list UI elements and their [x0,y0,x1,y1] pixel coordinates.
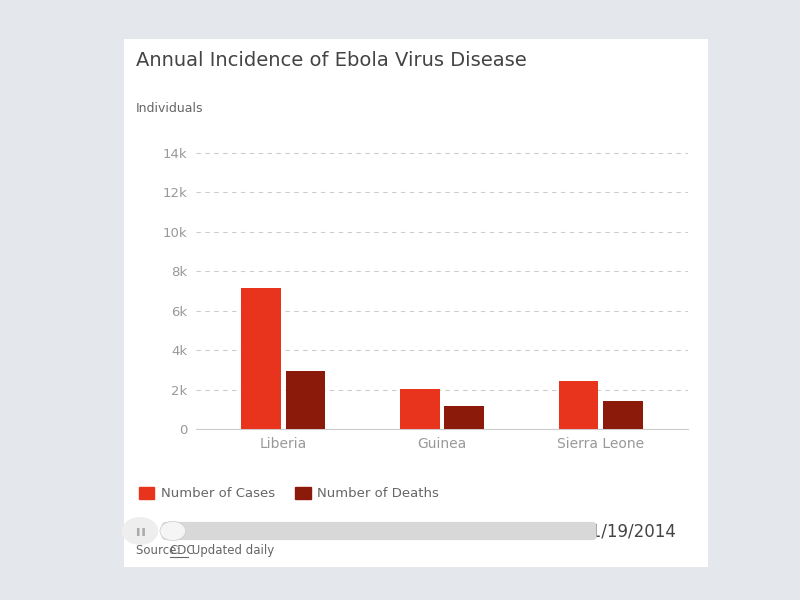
Text: 11/19/2014: 11/19/2014 [580,522,676,540]
Bar [444,406,484,429]
Bar [286,371,326,429]
Text: CDC: CDC [170,544,195,557]
Text: Updated daily: Updated daily [188,544,274,557]
Bar [242,288,281,429]
Text: Individuals: Individuals [136,102,203,115]
Bar [603,401,642,429]
Text: Annual Incidence of Ebola Virus Disease: Annual Incidence of Ebola Virus Disease [136,50,526,70]
Text: Source:: Source: [136,544,184,557]
Legend: Number of Cases, Number of Deaths: Number of Cases, Number of Deaths [138,487,439,500]
Bar [558,382,598,429]
Bar [400,389,440,429]
Text: ❚❚: ❚❚ [134,527,146,535]
